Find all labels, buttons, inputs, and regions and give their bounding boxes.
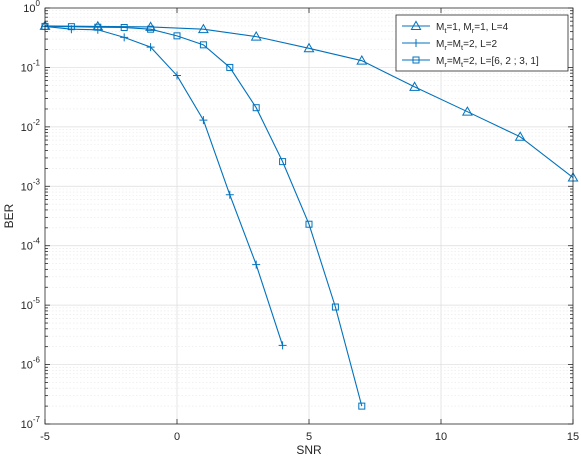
data-point-square — [94, 23, 102, 31]
y-tick-label: 100 — [23, 0, 40, 15]
data-point-square — [120, 23, 128, 31]
legend-text-part: =1, L=4 — [474, 22, 508, 33]
y-tick-exponent: 0 — [36, 0, 41, 8]
legend-text-part: =2, L=[6, 2 ; 3, 1] — [463, 56, 539, 67]
y-tick-label: 10-5 — [21, 296, 41, 312]
legend-text-part: =M — [447, 56, 461, 67]
y-tick-label: 10-7 — [21, 415, 41, 431]
data-point-triangle — [356, 55, 368, 65]
grid — [45, 8, 573, 424]
y-tick-exponent: -2 — [33, 118, 41, 127]
data-point-triangle — [303, 42, 315, 53]
data-point-square — [331, 303, 339, 311]
legend-marker-square — [412, 56, 420, 64]
legend-subscript: t — [444, 26, 447, 35]
data-point-plus — [252, 260, 261, 269]
y-tick-label: 10-1 — [21, 58, 41, 74]
legend-item-1: Mt=1, Mr=1, L=4 — [402, 20, 509, 35]
data-point-triangle — [250, 31, 262, 41]
data-point-triangle — [461, 106, 473, 116]
legend: Mt=1, Mr=1, L=4Mr=Mt=2, L=2Mr=Mt=2, L=[6… — [395, 14, 569, 72]
data-point-plus — [120, 33, 129, 42]
data-point-plus — [199, 116, 208, 125]
data-point-square — [67, 23, 75, 31]
legend-label: Mt=1, Mr=1, L=4 — [436, 22, 509, 35]
legend-text-part: =M — [447, 39, 461, 50]
legend-subscript: r — [444, 60, 447, 69]
legend-subscript: t — [461, 43, 464, 52]
y-tick-base: 10 — [21, 300, 33, 312]
data-point-square — [279, 158, 287, 166]
data-point-plus — [278, 341, 287, 350]
data-point-square — [147, 25, 155, 33]
data-point-square — [173, 32, 181, 40]
x-tick-label: 10 — [435, 431, 447, 443]
y-tick-exponent: -6 — [33, 356, 41, 365]
y-tick-base: 10 — [21, 241, 33, 253]
series-line — [44, 25, 574, 179]
data-point-plus — [173, 71, 181, 80]
series-line — [44, 25, 363, 407]
data-point-triangle — [409, 81, 421, 91]
y-tick-base: 10 — [21, 122, 33, 134]
legend-item-3: Mr=Mt=2, L=[6, 2 ; 3, 1] — [402, 56, 539, 69]
y-tick-base: 10 — [21, 181, 33, 193]
x-tick-label: 5 — [306, 431, 312, 443]
legend-subscript: r — [472, 26, 475, 35]
legend-text-part: M — [436, 39, 444, 50]
series-1 — [39, 20, 579, 182]
x-tick-label: 15 — [567, 431, 579, 443]
ticks — [44, 7, 574, 425]
data-point-plus — [225, 190, 234, 199]
data-point-square — [252, 104, 260, 112]
data-point-plus — [146, 43, 155, 52]
data-point-square — [358, 402, 366, 410]
y-tick-label: 10-4 — [21, 237, 41, 253]
legend-text-part: =2, L=2 — [463, 39, 497, 50]
x-tick-labels: -5 0 5 10 15 — [40, 431, 579, 443]
y-tick-label: 10-2 — [21, 118, 41, 134]
y-tick-exponent: -3 — [33, 177, 41, 186]
series-layer — [39, 20, 579, 410]
y-tick-exponent: -1 — [33, 58, 41, 67]
legend-text-part: M — [436, 22, 444, 33]
legend-subscript: r — [444, 43, 447, 52]
y-axis-label: BER — [2, 203, 16, 228]
data-point-triangle — [514, 131, 526, 141]
y-tick-exponent: -5 — [33, 296, 41, 305]
y-tick-base: 10 — [21, 419, 33, 431]
y-tick-base: 10 — [21, 360, 33, 372]
y-tick-base: 10 — [23, 3, 35, 15]
legend-label: Mr=Mt=2, L=[6, 2 ; 3, 1] — [436, 56, 539, 69]
data-point-square — [199, 41, 207, 49]
data-point-square — [226, 63, 234, 71]
data-point-triangle — [197, 23, 209, 34]
x-tick-label: -5 — [40, 431, 50, 443]
legend-label: Mr=Mt=2, L=2 — [436, 39, 497, 52]
legend-text-part: M — [436, 56, 444, 67]
legend-marker-triangle — [410, 20, 422, 30]
x-axis-label: SNR — [296, 443, 322, 457]
legend-subscript: t — [461, 60, 464, 69]
data-point-square — [305, 220, 313, 228]
legend-marker-plus — [412, 39, 420, 47]
y-tick-label: 10-3 — [21, 177, 41, 193]
y-tick-exponent: -4 — [33, 237, 41, 246]
legend-text-part: =1, M — [446, 22, 471, 33]
y-tick-base: 10 — [21, 62, 33, 74]
y-tick-label: 10-6 — [21, 356, 41, 372]
legend-item-2: Mr=Mt=2, L=2 — [402, 39, 497, 52]
x-tick-label: 0 — [174, 431, 180, 443]
series-line — [44, 25, 284, 346]
y-tick-exponent: -7 — [33, 415, 41, 424]
